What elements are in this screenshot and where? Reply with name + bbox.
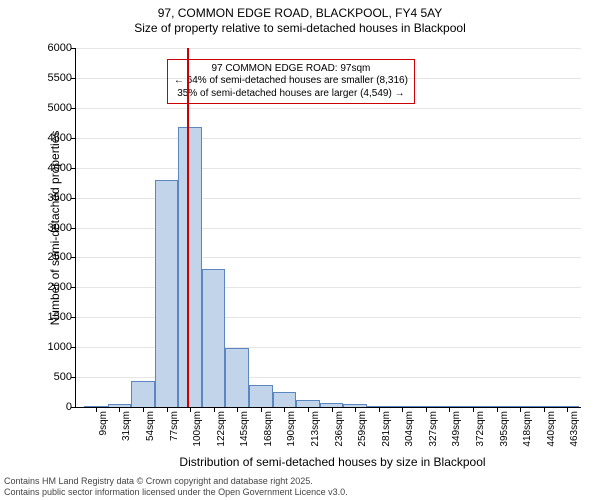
gridline — [76, 347, 581, 348]
ytick-label: 500 — [54, 371, 72, 383]
xtick-label: 145sqm — [239, 411, 250, 447]
footer-attribution: Contains HM Land Registry data © Crown c… — [4, 476, 348, 498]
reference-line — [187, 48, 189, 407]
histogram-bar — [296, 400, 320, 407]
histogram-bar — [178, 127, 202, 407]
xtick-label: 440sqm — [546, 411, 557, 447]
xtick-mark — [379, 407, 380, 412]
ytick-label: 5500 — [48, 72, 72, 84]
xtick-mark — [308, 407, 309, 412]
ytick-label: 4500 — [48, 132, 72, 144]
xtick-mark — [190, 407, 191, 412]
gridline — [76, 407, 581, 408]
ytick-label: 3500 — [48, 192, 72, 204]
gridline — [76, 78, 581, 79]
ytick-label: 3000 — [48, 222, 72, 234]
xtick-label: 100sqm — [192, 411, 203, 447]
plot-area: 97 COMMON EDGE ROAD: 97sqm ← 64% of semi… — [75, 48, 581, 408]
xtick-label: 281sqm — [381, 411, 392, 447]
xtick-mark — [520, 407, 521, 412]
annotation-line-3: 35% of semi-detached houses are larger (… — [174, 88, 408, 101]
histogram-bar — [273, 392, 297, 407]
chart-title-block: 97, COMMON EDGE ROAD, BLACKPOOL, FY4 5AY… — [0, 0, 600, 38]
xtick-label: 190sqm — [286, 411, 297, 447]
ytick-label: 4000 — [48, 162, 72, 174]
xtick-mark — [332, 407, 333, 412]
title-line-2: Size of property relative to semi-detach… — [8, 21, 592, 36]
xtick-mark — [96, 407, 97, 412]
xtick-label: 395sqm — [499, 411, 510, 447]
xtick-label: 349sqm — [451, 411, 462, 447]
xtick-label: 77sqm — [169, 411, 180, 441]
xtick-label: 9sqm — [98, 411, 109, 435]
xtick-label: 168sqm — [263, 411, 274, 447]
ytick-label: 6000 — [48, 42, 72, 54]
ytick-label: 2500 — [48, 251, 72, 263]
annotation-line-1: 97 COMMON EDGE ROAD: 97sqm — [174, 63, 408, 76]
xtick-mark — [497, 407, 498, 412]
footer-line-1: Contains HM Land Registry data © Crown c… — [4, 476, 348, 487]
footer-line-2: Contains public sector information licen… — [4, 487, 348, 498]
title-line-1: 97, COMMON EDGE ROAD, BLACKPOOL, FY4 5AY — [8, 6, 592, 21]
gridline — [76, 48, 581, 49]
xtick-label: 463sqm — [569, 411, 580, 447]
ytick-label: 5000 — [48, 102, 72, 114]
gridline — [76, 317, 581, 318]
chart-area: Number of semi-detached properties 97 CO… — [45, 48, 581, 408]
histogram-bar — [155, 180, 179, 407]
xtick-label: 304sqm — [404, 411, 415, 447]
ytick-label: 0 — [66, 401, 72, 413]
histogram-bar — [249, 385, 273, 407]
x-axis-label: Distribution of semi-detached houses by … — [75, 455, 590, 469]
gridline — [76, 168, 581, 169]
gridline — [76, 108, 581, 109]
xtick-label: 259sqm — [357, 411, 368, 447]
xtick-label: 122sqm — [216, 411, 227, 447]
histogram-bar — [202, 269, 226, 407]
gridline — [76, 228, 581, 229]
histogram-bar — [225, 348, 249, 407]
xtick-label: 31sqm — [121, 411, 132, 441]
xtick-label: 372sqm — [475, 411, 486, 447]
xtick-mark — [544, 407, 545, 412]
xtick-mark — [167, 407, 168, 412]
gridline — [76, 287, 581, 288]
ytick-label: 1000 — [48, 341, 72, 353]
gridline — [76, 138, 581, 139]
ytick-label: 2000 — [48, 281, 72, 293]
xtick-label: 236sqm — [334, 411, 345, 447]
xtick-mark — [261, 407, 262, 412]
xtick-label: 213sqm — [310, 411, 321, 447]
xtick-label: 54sqm — [145, 411, 156, 441]
xtick-mark — [426, 407, 427, 412]
xtick-mark — [214, 407, 215, 412]
histogram-bar — [131, 381, 155, 407]
ytick-label: 1500 — [48, 311, 72, 323]
gridline — [76, 198, 581, 199]
xtick-mark — [355, 407, 356, 412]
annotation-box: 97 COMMON EDGE ROAD: 97sqm ← 64% of semi… — [167, 59, 415, 105]
xtick-mark — [143, 407, 144, 412]
xtick-label: 327sqm — [428, 411, 439, 447]
xtick-label: 418sqm — [522, 411, 533, 447]
xtick-mark — [473, 407, 474, 412]
gridline — [76, 257, 581, 258]
gridline — [76, 377, 581, 378]
